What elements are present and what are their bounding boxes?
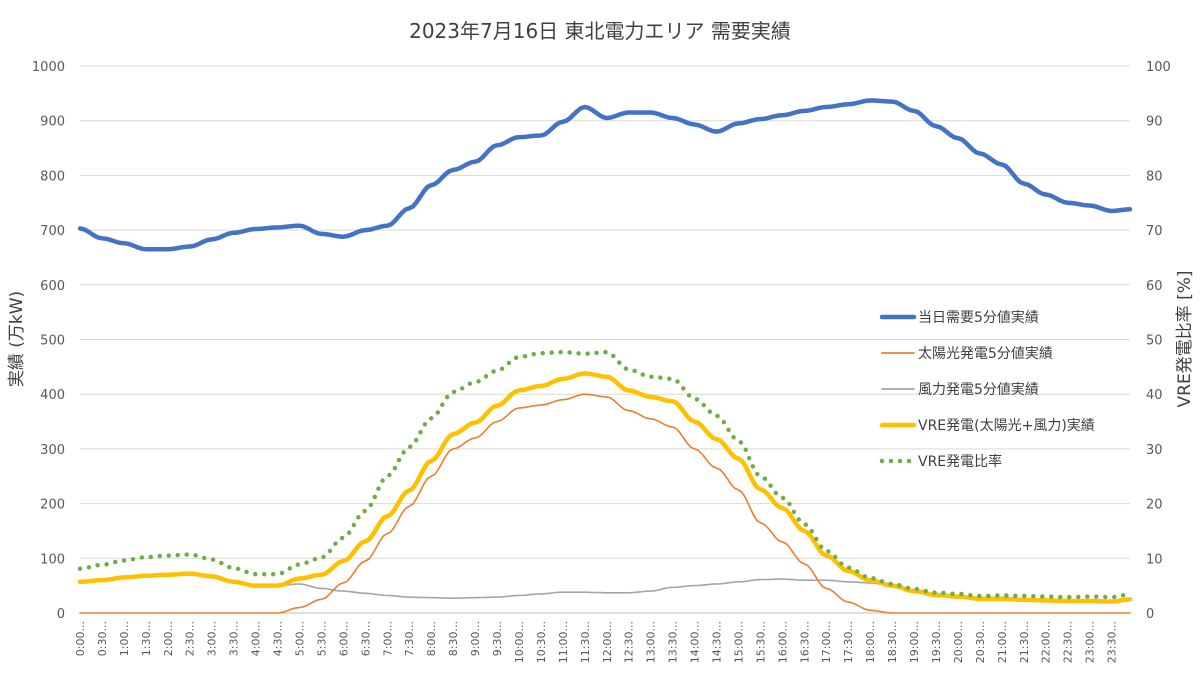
x-tick-label: 18:00... bbox=[864, 621, 877, 663]
y2-tick-label: 50 bbox=[1146, 334, 1163, 349]
x-tick-label: 5:30... bbox=[315, 621, 328, 656]
x-tick-label: 19:00... bbox=[908, 621, 921, 663]
legend-label: VRE発電比率 bbox=[918, 453, 1002, 470]
y-tick-label: 700 bbox=[40, 224, 65, 239]
y2-tick-label: 80 bbox=[1146, 169, 1163, 184]
x-tick-label: 15:30... bbox=[754, 621, 767, 663]
x-tick-label: 22:00... bbox=[1040, 621, 1053, 663]
y-tick-label: 1000 bbox=[32, 60, 65, 75]
x-axis-ticks: 0:00... 0:30... 1:00... 1:30... 2:00... 2:30.… bbox=[74, 621, 1119, 663]
x-tick-label: 13:00... bbox=[645, 621, 658, 663]
x-tick-label: 10:30... bbox=[535, 621, 548, 663]
series-line-3 bbox=[77, 371, 1133, 604]
y-tick-label: 300 bbox=[40, 443, 65, 458]
x-tick-label: 6:30... bbox=[359, 621, 372, 656]
legend-label: 風力発電5分値実績 bbox=[918, 382, 1039, 398]
x-tick-label: 8:00... bbox=[425, 621, 438, 656]
y-tick-label: 500 bbox=[40, 334, 65, 349]
x-tick-label: 3:30... bbox=[228, 621, 241, 656]
x-tick-label: 10:00... bbox=[513, 621, 526, 663]
y-tick-label: 200 bbox=[40, 498, 65, 513]
x-tick-label: 23:30... bbox=[1106, 621, 1119, 663]
y-axis-right-label: VRE発電比率 [%] bbox=[1175, 270, 1195, 407]
legend-label: VRE発電(太陽光+風力)実績 bbox=[918, 418, 1095, 434]
x-tick-label: 21:00... bbox=[996, 621, 1009, 663]
x-tick-label: 9:00... bbox=[469, 621, 482, 656]
x-tick-label: 2:00... bbox=[162, 621, 175, 656]
x-tick-label: 13:30... bbox=[667, 621, 680, 663]
series-line-4 bbox=[77, 349, 1133, 600]
x-tick-label: 6:00... bbox=[337, 621, 350, 656]
x-tick-label: 17:00... bbox=[820, 621, 833, 663]
x-tick-label: 14:00... bbox=[689, 621, 702, 663]
x-tick-label: 22:30... bbox=[1062, 621, 1075, 663]
x-tick-label: 12:00... bbox=[601, 621, 614, 663]
x-tick-label: 15:00... bbox=[732, 621, 745, 663]
y2-tick-label: 70 bbox=[1146, 224, 1163, 239]
x-tick-label: 17:30... bbox=[842, 621, 855, 663]
series-line-1 bbox=[79, 393, 1131, 614]
x-tick-label: 14:30... bbox=[710, 621, 723, 663]
x-tick-label: 5:00... bbox=[293, 621, 306, 656]
x-tick-label: 11:30... bbox=[579, 621, 592, 663]
y2-tick-label: 30 bbox=[1146, 443, 1163, 458]
y-axis-left-label: 実績 (万kW) bbox=[7, 291, 27, 387]
x-tick-label: 16:30... bbox=[798, 621, 811, 663]
x-tick-label: 8:30... bbox=[447, 621, 460, 656]
x-tick-label: 1:00... bbox=[118, 621, 131, 656]
legend-label: 太陽光発電5分値実績 bbox=[918, 346, 1053, 362]
y-axis-right-ticks: 0 10 20 30 40 50 60 70 80 90 100 bbox=[1146, 60, 1171, 622]
x-tick-label: 23:00... bbox=[1084, 621, 1097, 663]
y2-tick-label: 0 bbox=[1146, 607, 1154, 622]
x-tick-label: 21:30... bbox=[1018, 621, 1031, 663]
x-tick-label: 19:30... bbox=[930, 621, 943, 663]
y-tick-label: 800 bbox=[40, 169, 65, 184]
y-tick-label: 400 bbox=[40, 388, 65, 403]
x-tick-label: 16:00... bbox=[776, 621, 789, 663]
series-line-0 bbox=[77, 98, 1133, 252]
x-tick-label: 9:30... bbox=[491, 621, 504, 656]
y-tick-label: 0 bbox=[57, 607, 65, 622]
x-tick-label: 1:30... bbox=[140, 621, 153, 656]
x-tick-label: 20:00... bbox=[952, 621, 965, 663]
y2-tick-label: 20 bbox=[1146, 498, 1163, 513]
y-tick-label: 100 bbox=[40, 552, 65, 567]
y2-tick-label: 100 bbox=[1146, 60, 1171, 75]
x-tick-label: 0:30... bbox=[96, 621, 109, 656]
x-tick-label: 7:30... bbox=[403, 621, 416, 656]
x-tick-label: 11:00... bbox=[557, 621, 570, 663]
y-tick-label: 900 bbox=[40, 115, 65, 130]
y2-tick-label: 60 bbox=[1146, 279, 1163, 294]
y-tick-label: 600 bbox=[40, 279, 65, 294]
y2-tick-label: 90 bbox=[1146, 115, 1163, 130]
x-tick-label: 0:00... bbox=[74, 621, 87, 656]
y-axis-left-ticks: 0 100 200 300 400 500 600 700 800 900 1000 bbox=[32, 60, 65, 622]
y2-tick-label: 10 bbox=[1146, 552, 1163, 567]
series-layer bbox=[77, 98, 1133, 614]
x-tick-label: 7:00... bbox=[381, 621, 394, 656]
gridlines bbox=[80, 65, 1130, 614]
y2-tick-label: 40 bbox=[1146, 388, 1163, 403]
x-tick-label: 2:30... bbox=[184, 621, 197, 656]
x-tick-label: 18:30... bbox=[886, 621, 899, 663]
x-tick-label: 4:00... bbox=[250, 621, 263, 656]
x-tick-label: 12:30... bbox=[623, 621, 636, 663]
chart-title: 2023年7月16日 東北電力エリア 需要実績 bbox=[409, 19, 791, 43]
legend-label: 当日需要5分値実績 bbox=[918, 310, 1039, 326]
x-tick-label: 3:00... bbox=[206, 621, 219, 656]
x-tick-label: 4:30... bbox=[272, 621, 285, 656]
x-tick-label: 20:30... bbox=[974, 621, 987, 663]
